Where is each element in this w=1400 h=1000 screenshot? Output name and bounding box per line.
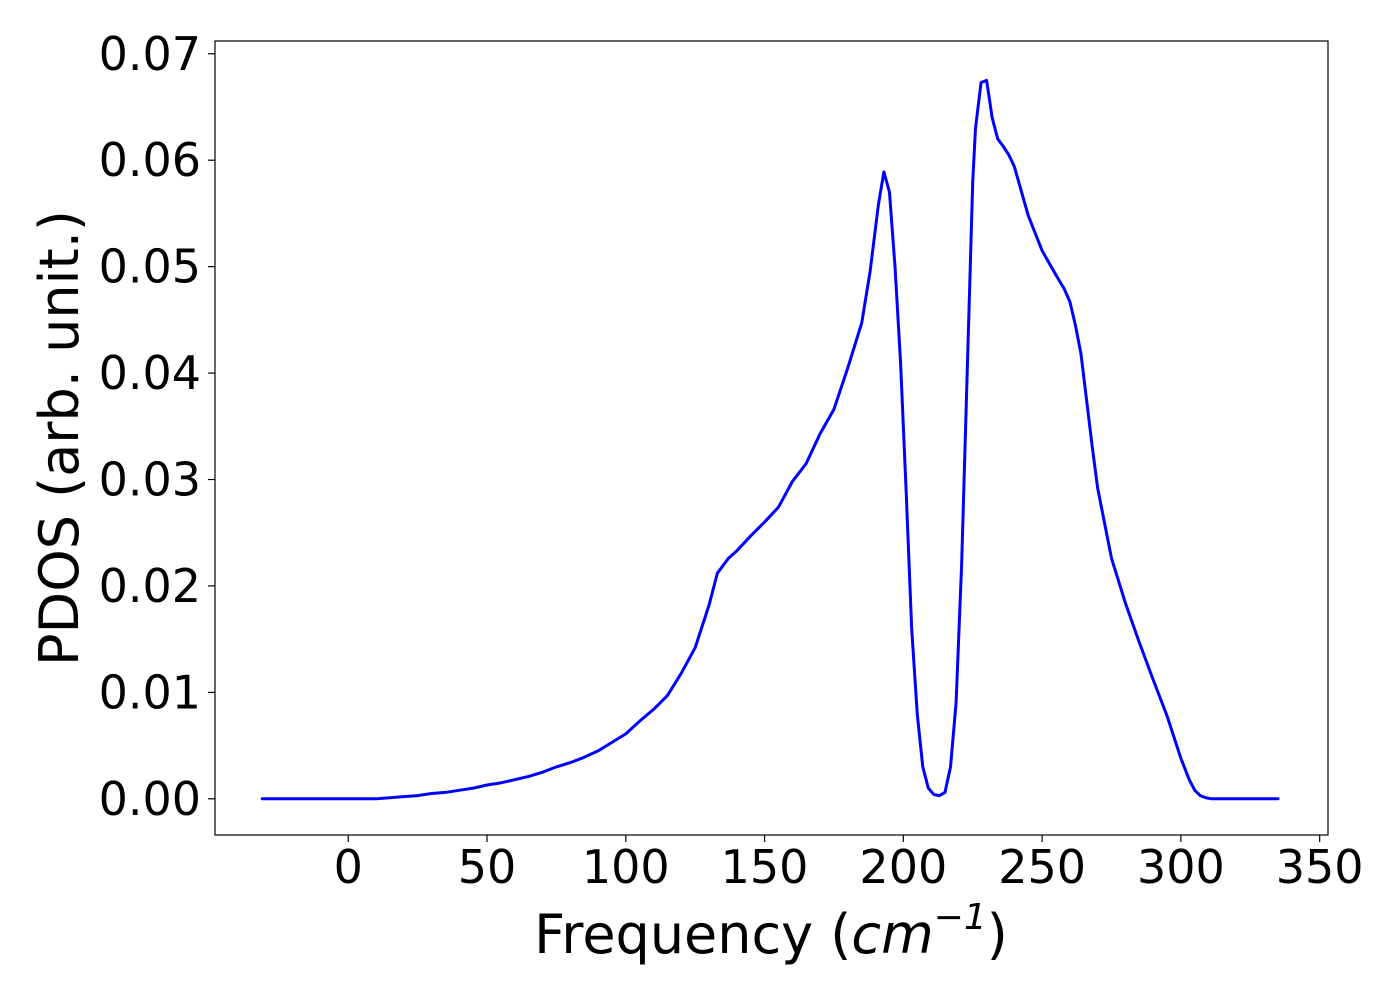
plot-frame <box>214 40 1329 836</box>
y-tick-label: 0.07 <box>99 27 201 81</box>
x-tick-label: 100 <box>582 840 670 894</box>
pdos-series-line <box>260 78 1280 801</box>
x-tick-label: 300 <box>1137 840 1225 894</box>
y-tick-label: 0.00 <box>99 772 201 826</box>
y-tick-label: 0.03 <box>99 453 201 507</box>
x-axis-label-exponent: −1 <box>934 897 987 938</box>
y-axis: 0.00 0.01 0.02 0.03 0.04 0.05 0.06 0.07 <box>99 27 215 826</box>
y-tick-label: 0.02 <box>99 559 201 613</box>
x-axis-label-unit: cm <box>851 903 933 966</box>
x-tick-label: 350 <box>1276 840 1364 894</box>
x-axis-label: Frequency (cm−1) <box>534 897 1008 966</box>
x-axis-label-text: Frequency ( <box>534 903 851 966</box>
y-tick-label: 0.04 <box>99 346 201 400</box>
x-tick-label: 50 <box>458 840 517 894</box>
y-tick-label: 0.06 <box>99 133 201 187</box>
x-axis: 0 50 100 150 200 250 300 350 <box>334 835 1364 894</box>
x-tick-label: 200 <box>859 840 947 894</box>
y-tick-label: 0.05 <box>99 240 201 294</box>
plot-layer <box>260 78 1280 801</box>
x-axis-label-close: ) <box>987 903 1008 966</box>
x-tick-label: 150 <box>721 840 809 894</box>
x-tick-label: 250 <box>998 840 1086 894</box>
x-tick-label: 0 <box>334 840 363 894</box>
y-axis-label: PDOS (arb. unit.) <box>28 210 91 666</box>
y-tick-label: 0.01 <box>99 665 201 719</box>
